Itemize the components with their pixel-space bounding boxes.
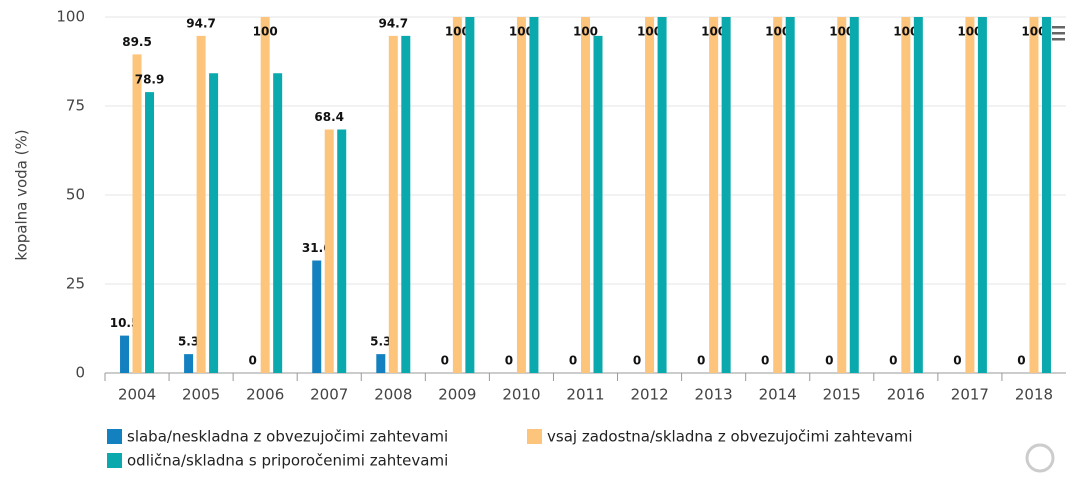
bar [785,17,795,373]
bar [324,129,334,373]
legend-swatch [107,429,122,444]
bar [196,35,206,373]
legend-label: odlična/skladna s priporočenimi zahtevam… [127,452,448,470]
data-label: 0 [441,354,449,368]
bar [965,17,975,373]
x-tick-label: 2005 [182,386,220,404]
bar [376,354,386,373]
x-tick-label: 2010 [502,386,540,404]
bar [901,17,911,373]
bar [132,54,142,373]
legend-swatch [107,453,122,468]
y-tick-label: 0 [75,364,85,382]
bar [209,73,219,374]
x-tick-label: 2012 [630,386,668,404]
data-label: 100 [445,25,470,39]
bar [273,73,283,374]
y-tick-label: 75 [66,97,85,115]
data-label: 100 [509,25,534,39]
data-label: 0 [889,354,897,368]
bar [849,17,859,373]
bar [913,17,923,373]
bar [1029,17,1039,373]
bar [657,17,667,373]
bar [581,17,590,373]
y-axis-label: kopalna voda (%) [13,129,31,260]
bar [184,354,194,373]
x-tick-label: 2004 [118,386,156,404]
bar [977,17,987,373]
bar [388,35,398,373]
data-label: 100 [637,25,662,39]
menu-bar[interactable] [1052,26,1065,29]
bar [145,92,155,373]
bar [773,17,783,373]
bar [721,17,731,373]
data-label: 0 [248,354,256,368]
x-tick-label: 2008 [374,386,412,404]
data-label: 10.5 [110,316,140,330]
bar [1041,17,1051,373]
data-label: 5.3 [370,335,391,349]
data-label: 0 [505,354,513,368]
x-tick-label: 2016 [887,386,925,404]
x-tick-label: 2015 [823,386,861,404]
x-tick-label: 2017 [951,386,989,404]
bar [337,129,347,373]
bar [516,17,526,373]
x-tick-label: 2018 [1015,386,1053,404]
data-label: 100 [829,25,854,39]
legend-label: slaba/neskladna z obvezujočimi zahtevami [127,428,448,446]
data-label: 0 [825,354,833,368]
data-label: 78.9 [135,73,165,87]
data-label: 0 [953,354,961,368]
data-label: 100 [701,25,726,39]
legend-label: vsaj zadostna/skladna z obvezujočimi zah… [547,428,913,446]
data-label: 0 [1017,354,1025,368]
x-tick-label: 2009 [438,386,476,404]
y-tick-label: 25 [66,275,85,293]
y-tick-label: 100 [56,8,85,26]
bar [529,17,539,373]
data-label: 0 [569,354,577,368]
data-label: 0 [761,354,769,368]
data-label: 100 [957,25,982,39]
data-label: 100 [253,25,278,39]
data-label: 0 [633,354,641,368]
bar [120,335,130,373]
x-tick-label: 2007 [310,386,348,404]
data-label: 5.3 [178,335,199,349]
data-label: 100 [1021,25,1046,39]
x-tick-label: 2014 [759,386,797,404]
menu-bar[interactable] [1052,32,1065,35]
data-label: 0 [697,354,705,368]
x-tick-label: 2013 [695,386,733,404]
bar [465,17,475,373]
data-label: 68.4 [314,110,344,124]
data-label: 100 [765,25,790,39]
data-label: 100 [893,25,918,39]
data-label: 94.7 [378,16,408,30]
bar [452,17,462,373]
x-tick-label: 2006 [246,386,284,404]
menu-icon[interactable] [1052,26,1065,41]
data-label: 100 [573,25,598,39]
bar [645,17,655,373]
bar [401,35,411,373]
data-label: 89.5 [122,35,152,49]
y-tick-label: 50 [66,186,85,204]
bar [593,35,603,373]
legend-swatch [527,429,542,444]
bar [709,17,719,373]
data-label: 94.7 [186,16,216,30]
menu-bar[interactable] [1052,38,1065,41]
bar [260,17,270,373]
bar [312,260,322,373]
logo [1025,443,1055,473]
x-tick-label: 2011 [566,386,604,404]
bar [837,17,847,373]
data-label: 31.6 [302,241,332,255]
